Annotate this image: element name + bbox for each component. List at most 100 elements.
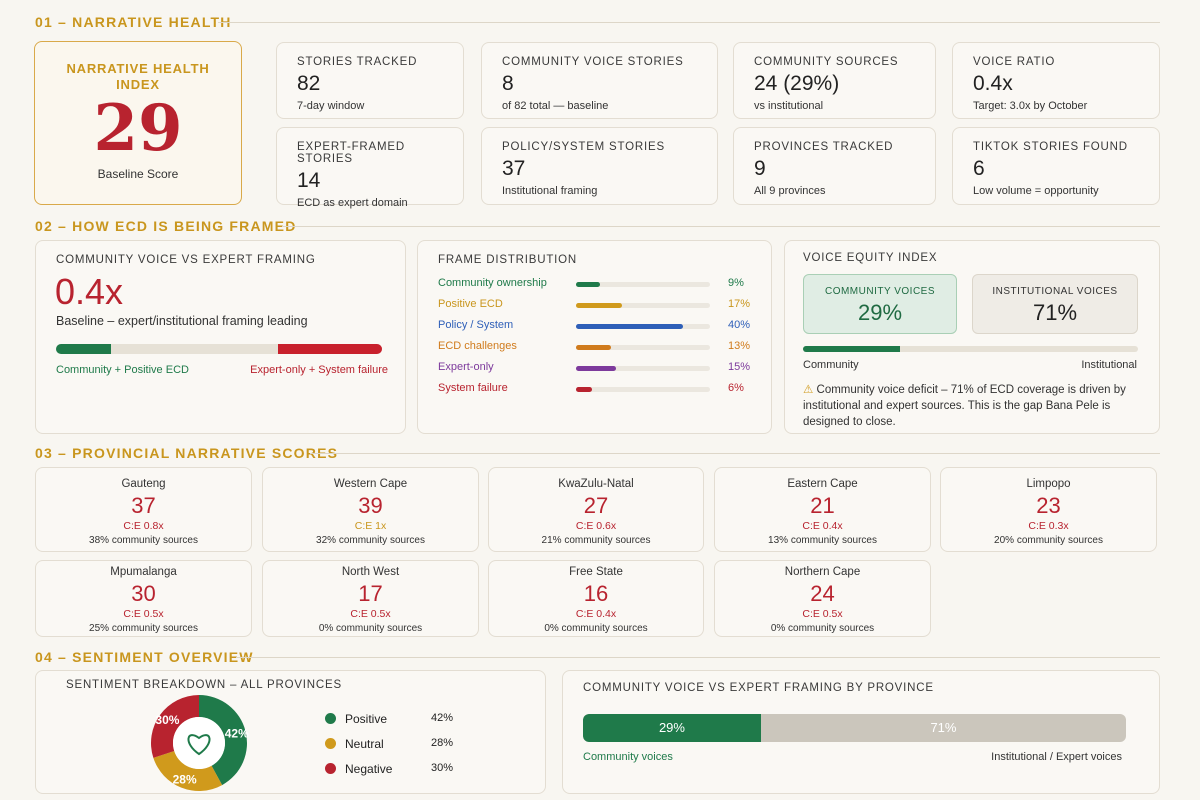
province-community-sources: 25% community sources	[89, 623, 198, 634]
province-community-sources: 32% community sources	[316, 535, 425, 546]
framing-title: COMMUNITY VOICE VS EXPERT FRAMING	[56, 254, 316, 266]
province-community-sources: 21% community sources	[541, 535, 651, 546]
legend-pct: 28%	[431, 737, 454, 749]
stat-sub: Low volume = opportunity	[973, 185, 1099, 197]
frame-bar-track	[576, 345, 710, 350]
province-score: 17	[358, 581, 383, 606]
province-voice-bar: 29% 71%	[583, 714, 1126, 742]
province-community-sources: 0% community sources	[544, 623, 648, 634]
frame-name: ECD challenges	[438, 340, 517, 352]
frame-row: ECD challenges 13%	[438, 340, 758, 354]
voice-equity-bar	[803, 346, 1138, 352]
frame-row: Community ownership 9%	[438, 277, 758, 291]
province-voice-right-label: Institutional / Expert voices	[991, 751, 1122, 763]
section-heading-provincial-scores: 03 – PROVINCIAL NARRATIVE SCORES	[35, 445, 339, 461]
legend-pct: 30%	[431, 762, 454, 774]
province-ce-ratio: C:E 0.4x	[575, 608, 617, 620]
stat-card-tiktok-stories: TIKTOK STORIES FOUND 6 Low volume = oppo…	[952, 127, 1160, 205]
province-card: Limpopo 23 C:E 0.3x 20% community sources	[940, 467, 1157, 552]
province-voice-community-segment: 29%	[583, 714, 761, 742]
voice-equity-right-label: Institutional	[1081, 359, 1137, 371]
province-ce-ratio: C:E 0.4x	[802, 520, 843, 532]
voice-equity-title: VOICE EQUITY INDEX	[803, 252, 938, 264]
province-card: KwaZulu-Natal 27 C:E 0.6x 21% community sou…	[488, 467, 704, 552]
legend-dot	[325, 713, 336, 724]
section-heading-ecd-framing: 02 – HOW ECD IS BEING FRAMED	[35, 218, 297, 234]
frame-row: Positive ECD 17%	[438, 298, 758, 312]
province-voice-expert-segment: 71%	[761, 714, 1126, 742]
frame-name: Community ownership	[438, 277, 547, 289]
framing-bar-community-segment	[56, 344, 112, 354]
stat-sub: Institutional framing	[502, 185, 598, 197]
stat-card-community-voice-stories: COMMUNITY VOICE STORIES 8 of 82 total — …	[481, 42, 718, 119]
stat-sub: of 82 total — baseline	[502, 100, 609, 112]
framing-right-label: Expert-only + System failure	[250, 364, 388, 376]
sentiment-donut-chart: 42% 28% 30%	[151, 695, 249, 791]
province-score: 16	[583, 581, 609, 606]
province-voice-title: COMMUNITY VOICE VS EXPERT FRAMING BY PRO…	[583, 682, 934, 694]
stat-card-stories-tracked: STORIES TRACKED 82 7-day window	[276, 42, 464, 119]
province-card: North West 17 C:E 0.5x 0% community sources	[262, 560, 479, 637]
province-score: 27	[583, 493, 609, 518]
section-heading-narrative-health: 01 – NARRATIVE HEALTH	[35, 14, 232, 30]
institutional-voices-label: INSTITUTIONAL VOICES	[992, 286, 1118, 297]
health-index-score: 29	[93, 91, 183, 166]
frame-bar-fill	[576, 324, 684, 329]
stat-label: POLICY/SYSTEM STORIES	[502, 141, 665, 153]
province-community-sources: 13% community sources	[768, 535, 877, 546]
frame-name: Positive ECD	[438, 298, 503, 310]
legend-name: Positive	[345, 712, 388, 726]
voice-equity-bar-fill	[803, 346, 901, 352]
donut-label-neutral: 28%	[173, 772, 197, 786]
province-name: KwaZulu-Natal	[558, 478, 634, 490]
province-score: 39	[358, 493, 383, 518]
sentiment-legend-item: Negative 30%	[325, 762, 465, 776]
province-score: 37	[131, 493, 156, 518]
frame-bar-track	[576, 303, 710, 308]
province-ce-ratio: C:E 1x	[354, 520, 387, 532]
donut-label-positive: 42%	[225, 726, 249, 740]
province-community-sources: 38% community sources	[89, 535, 198, 546]
stat-sub: vs institutional	[754, 100, 824, 112]
province-name: Limpopo	[1026, 478, 1071, 490]
province-score: 21	[810, 493, 835, 518]
community-voices-box: COMMUNITY VOICES 29%	[803, 274, 957, 334]
stat-label: VOICE RATIO	[973, 56, 1056, 68]
legend-name: Negative	[345, 762, 393, 776]
heart-icon	[187, 734, 211, 756]
framing-balance-bar	[56, 344, 382, 354]
sentiment-breakdown-card: SENTIMENT BREAKDOWN – ALL PROVINCES 42% 2…	[35, 670, 546, 794]
frame-pct: 6%	[728, 382, 744, 394]
stat-card-voice-ratio: VOICE RATIO 0.4x Target: 3.0x by October	[952, 42, 1160, 119]
frame-pct: 9%	[728, 277, 744, 289]
frame-distribution-card: FRAME DISTRIBUTION Community ownership 9%…	[417, 240, 772, 434]
stat-label: EXPERT-FRAMED STORIES	[297, 141, 405, 165]
frame-bar-fill	[576, 303, 622, 308]
province-card: Western Cape 39 C:E 1x 32% community source…	[262, 467, 479, 552]
province-ce-ratio: C:E 0.5x	[350, 608, 391, 620]
frame-pct: 15%	[728, 361, 751, 373]
donut-label-negative: 30%	[155, 713, 179, 727]
province-name: Free State	[569, 566, 623, 578]
stat-value: 82	[297, 72, 321, 95]
province-card: Free State 16 C:E 0.4x 0% community sources	[488, 560, 704, 637]
stat-card-provinces-tracked: PROVINCES TRACKED 9 All 9 provinces	[733, 127, 936, 205]
province-community-sources: 20% community sources	[994, 535, 1103, 546]
stat-card-expert-framed-stories: EXPERT-FRAMED STORIES 14 ECD as expert d…	[276, 127, 464, 209]
community-pct-label: 29%	[658, 720, 685, 735]
legend-pct: 42%	[431, 712, 454, 724]
legend-name: Neutral	[345, 737, 384, 751]
donut-slice-neutral	[153, 751, 223, 791]
health-index-title: NARRATIVE HEALTH INDEX	[66, 61, 210, 92]
province-card: Northern Cape 24 C:E 0.5x 0% community sour…	[714, 560, 931, 637]
stat-label: COMMUNITY SOURCES	[754, 56, 899, 68]
institutional-voices-box: INSTITUTIONAL VOICES 71%	[972, 274, 1138, 334]
frame-bar-fill	[576, 387, 593, 392]
voice-deficit-warning: ⚠ Community voice deficit – 71% of ECD c…	[803, 382, 1148, 430]
section-divider	[282, 226, 1160, 227]
sentiment-legend-item: Positive 42%	[325, 712, 465, 726]
province-name: Northern Cape	[784, 566, 861, 578]
province-community-sources: 0% community sources	[318, 623, 423, 634]
stat-card-community-sources: COMMUNITY SOURCES 24 (29%) vs institutio…	[733, 42, 936, 119]
frame-name: System failure	[438, 382, 508, 394]
